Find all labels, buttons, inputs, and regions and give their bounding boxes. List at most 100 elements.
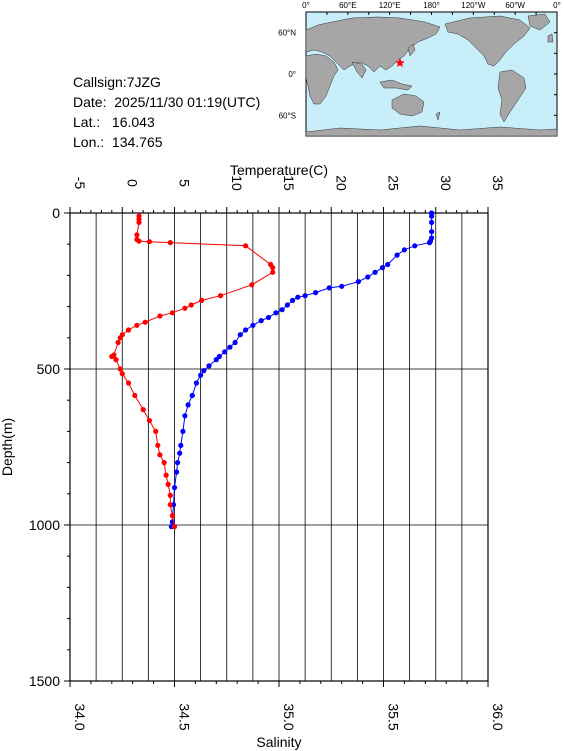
north-america-landmass [444, 15, 531, 67]
map-longitude-label: 120°W [461, 1, 486, 10]
temperature-axis-title: Temperature(C) [230, 162, 328, 178]
salinity-point [157, 313, 163, 319]
salinity-point [167, 502, 173, 508]
indonesia-landmass [379, 79, 413, 91]
salinity-point [134, 322, 140, 328]
callsign-text: Callsign:7JZG [73, 74, 161, 90]
salinity-point [157, 452, 163, 458]
chart-grid [69, 212, 489, 682]
map-land [305, 13, 558, 137]
depth-tick-label: 500 [37, 361, 61, 377]
uk-landmass [547, 33, 554, 43]
salinity-tick-labels: 34.0 34.5 35.0 35.5 36.0 [72, 703, 506, 730]
temperature-tick-label: 25 [386, 175, 402, 191]
temperature-point [243, 327, 249, 333]
temperature-point [201, 368, 207, 374]
map-longitude-label: 60°E [339, 1, 356, 10]
temperature-point [295, 294, 301, 300]
temperature-point [227, 344, 233, 350]
temperature-point [258, 318, 264, 324]
salinity-tick-label: 34.5 [177, 703, 193, 730]
salinity-point [117, 366, 123, 372]
temperature-point [265, 314, 272, 321]
salinity-point [199, 297, 205, 303]
map-longitude-label: 180° [423, 1, 440, 10]
india-landmass [351, 61, 367, 79]
map-longitude-label: 120°E [379, 1, 401, 10]
salinity-tick-label: 35.0 [281, 703, 297, 730]
salinity-tick-label: 35.5 [386, 703, 402, 730]
salinity-point [270, 265, 276, 271]
temperature-point [222, 349, 228, 355]
temperature-point [429, 219, 435, 225]
salinity-point [134, 232, 140, 238]
temperature-point [426, 240, 433, 246]
japan-landmass [407, 43, 416, 57]
salinity-point [188, 302, 194, 308]
nz-landmass [435, 111, 441, 121]
salinity-point [132, 392, 138, 399]
temperature-point [326, 285, 332, 291]
temperature-point [185, 402, 191, 408]
salinity-point [161, 460, 167, 466]
salinity-point [146, 239, 152, 245]
temperature-point [412, 243, 418, 249]
temperature-point [290, 297, 296, 303]
temperature-tick-label: 5 [177, 179, 193, 187]
temperature-point [193, 380, 199, 386]
world-map: 0° 60°E 120°E 180° 120°W 60°W 0° 60°N 0° 60°S [278, 1, 561, 137]
salinity-tick-label: 34.0 [72, 703, 88, 730]
salinity-point [119, 371, 125, 377]
temperature-tick-label: -5 [72, 177, 88, 190]
star-icon [395, 57, 405, 67]
temperature-point [174, 469, 180, 475]
map-longitude-label: 60°W [505, 1, 525, 10]
salinity-point [140, 407, 146, 413]
station-info: Callsign:7JZG Date: 2025/11/30 01:19(UTC… [73, 72, 260, 152]
temperature-point [372, 269, 378, 275]
temperature-tick-labels: -5 0 5 10 15 20 25 30 35 [72, 175, 506, 191]
axis-ticks [64, 207, 489, 687]
date-text: Date: 2025/11/30 01:19(UTC) [73, 94, 261, 110]
salinity-point [182, 305, 188, 311]
depth-tick-label: 1500 [29, 673, 60, 689]
salinity-point [113, 357, 119, 363]
temperature-point [178, 442, 184, 448]
eurasia-landmass [305, 16, 441, 73]
latitude-text: Lat.: 16.043 [73, 114, 155, 130]
temperature-tick-label: 35 [490, 175, 506, 191]
salinity-line [110, 216, 274, 527]
temperature-point [284, 302, 290, 308]
temperature-point [279, 307, 285, 313]
temperature-point [365, 274, 371, 280]
temperature-line [170, 213, 433, 527]
africa-landmass [305, 53, 339, 105]
salinity-point [115, 339, 121, 346]
temperature-point [429, 229, 435, 235]
salinity-point [249, 282, 255, 288]
salinity-axis-title: Salinity [256, 734, 301, 750]
salinity-point [169, 513, 175, 519]
map-latitude-label: 60°N [278, 29, 296, 38]
temperature-point [171, 485, 178, 491]
greenland-landmass [527, 13, 551, 31]
south-america-landmass [497, 69, 527, 123]
salinity-point [146, 417, 152, 424]
map-longitude-label: 0° [553, 1, 561, 10]
temperature-tick-label: 15 [281, 175, 297, 191]
temperature-point [394, 252, 400, 258]
longitude-text: Lon.: 134.765 [73, 134, 163, 150]
temperature-tick-label: 0 [124, 179, 140, 187]
temperature-point [237, 332, 243, 338]
temperature-tick-label: 30 [438, 175, 454, 191]
salinity-point [165, 481, 171, 487]
depth-tick-label: 1000 [29, 517, 60, 533]
temperature-tick-label: 20 [333, 175, 349, 191]
temperature-point [379, 265, 386, 271]
depth-tick-labels: 0 500 1000 1500 [29, 205, 60, 689]
salinity-point [169, 310, 175, 316]
temperature-point [180, 428, 186, 434]
temperature-point [213, 357, 219, 363]
australia-landmass [391, 93, 425, 117]
